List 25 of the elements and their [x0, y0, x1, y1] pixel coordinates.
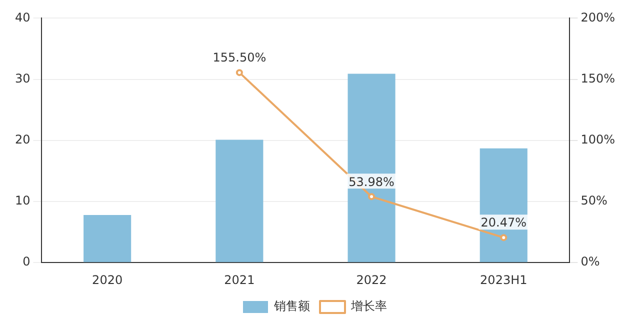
y-tick-label: 30 — [14, 71, 30, 86]
point — [368, 193, 376, 200]
y-tick-label: 0 — [22, 254, 30, 269]
x-tick-label: 2020 — [92, 272, 123, 287]
y-tick-label: 20 — [14, 132, 30, 147]
y2-tick-label: 100% — [580, 132, 616, 147]
data-label: 155.50% — [212, 50, 266, 65]
x-tick-label: 2021 — [224, 272, 255, 287]
y-tick-label: 10 — [14, 194, 30, 208]
y-tick-label: 40 — [14, 10, 30, 24]
legend-label: 销售额 — [273, 299, 310, 314]
y2-tick-label: 150% — [580, 71, 616, 86]
bar — [348, 74, 396, 262]
point — [500, 234, 508, 242]
bar — [84, 214, 132, 262]
point — [236, 69, 243, 76]
legend-label: 增长率 — [350, 299, 387, 314]
bar — [216, 140, 264, 262]
y2-tick-label: 0% — [580, 254, 600, 269]
y2-tick-label: 50% — [580, 194, 608, 208]
data-label: 20.47% — [480, 216, 527, 230]
y2-tick-label: 200% — [580, 10, 616, 24]
data-label: 53.98% — [348, 174, 394, 189]
x-tick-label: 2023H1 — [480, 272, 528, 287]
x-tick-label: 2022 — [356, 272, 387, 287]
